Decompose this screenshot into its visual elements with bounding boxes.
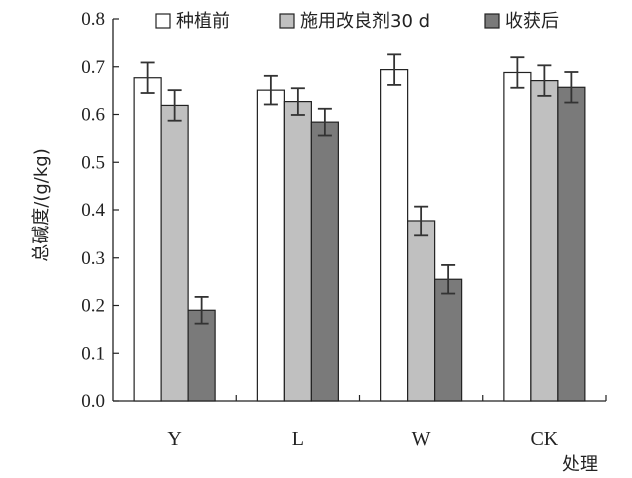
legend-swatch bbox=[280, 14, 294, 28]
x-category-label: CK bbox=[530, 428, 558, 450]
x-axis-title: 处理 bbox=[562, 454, 598, 475]
bar-w-series-2 bbox=[408, 221, 435, 401]
y-tick-label: 0.1 bbox=[81, 343, 105, 364]
bar-chart: 0.0 0.1 0.2 0.3 0.4 0.5 0.6 0.7 0.8 Y L W CK 种植前 施用改… bbox=[0, 0, 632, 478]
x-category-label: W bbox=[412, 428, 431, 450]
bar-y-series-2 bbox=[161, 105, 188, 401]
bar-ck-series-3 bbox=[558, 87, 585, 401]
y-tick-label: 0.2 bbox=[81, 296, 105, 317]
y-tick-label: 0.3 bbox=[81, 248, 105, 269]
bar-ck-series-1 bbox=[504, 72, 531, 401]
bar-l-series-1 bbox=[257, 90, 284, 401]
bar-w-series-3 bbox=[435, 279, 462, 401]
y-tick-label: 0.5 bbox=[81, 152, 105, 173]
bar-l-series-2 bbox=[284, 102, 311, 401]
bar-w-series-1 bbox=[381, 70, 408, 401]
y-tick-label: 0.7 bbox=[81, 57, 105, 78]
legend-label: 种植前 bbox=[176, 11, 230, 32]
bars-layer: Y L W CK bbox=[134, 54, 585, 450]
legend: 种植前 施用改良剂30 d 收获后 bbox=[156, 11, 559, 32]
y-tick-label: 0.8 bbox=[81, 9, 105, 30]
y-tick-label: 0.4 bbox=[81, 200, 105, 221]
y-tick-label: 0.0 bbox=[81, 391, 105, 412]
bar-l-series-3 bbox=[311, 122, 338, 401]
bar-y-series-1 bbox=[134, 78, 161, 401]
legend-swatch bbox=[485, 14, 499, 28]
y-tick-label: 0.6 bbox=[81, 105, 105, 126]
bar-ck-series-2 bbox=[531, 81, 558, 401]
x-category-label: Y bbox=[167, 428, 181, 450]
x-category-label: L bbox=[292, 428, 304, 450]
legend-label: 收获后 bbox=[505, 11, 559, 32]
y-axis-title: 总碱度/(g/kg) bbox=[31, 148, 52, 261]
legend-label: 施用改良剂30 d bbox=[300, 11, 430, 32]
legend-swatch bbox=[156, 14, 170, 28]
